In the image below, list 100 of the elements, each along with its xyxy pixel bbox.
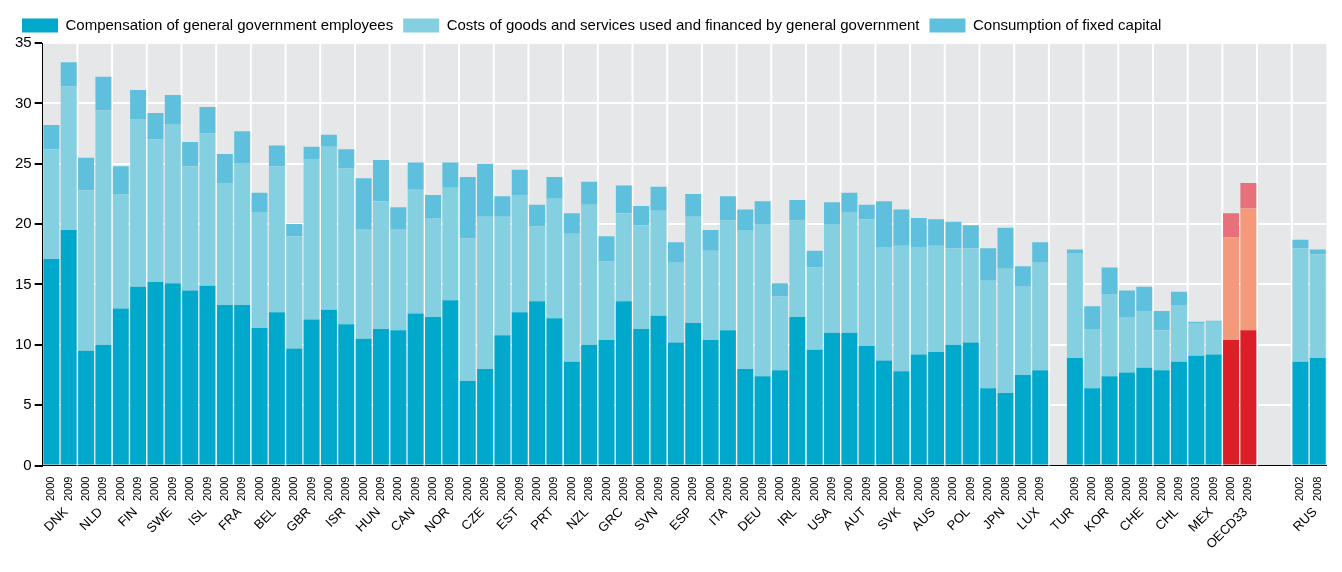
- bar: [199, 133, 216, 286]
- x-tick-label: 2009: [894, 476, 907, 502]
- text: BEL: [250, 504, 279, 533]
- x-tick-label: 2009: [374, 476, 386, 502]
- bar: [112, 166, 129, 194]
- bar: [164, 94, 181, 124]
- legend-label: Costs of goods and services used and financed by general government: [446, 15, 921, 33]
- x-tick-label: 2009: [96, 476, 109, 502]
- bar: [685, 193, 702, 217]
- text: CHL: [1151, 504, 1181, 534]
- bar: [1171, 291, 1187, 305]
- x-tick-label: 2000: [1154, 476, 1167, 502]
- x-tick-label: 2000: [946, 476, 959, 502]
- bar: [1205, 321, 1222, 355]
- bar: [529, 204, 546, 227]
- x-tick-label: 2000: [183, 476, 196, 502]
- x-tick-label: 2008: [998, 476, 1011, 502]
- y-tick-label: 15: [15, 274, 32, 292]
- x-tick-label: 2000: [217, 476, 230, 502]
- text: ISL: [185, 504, 210, 529]
- bar: [997, 227, 1014, 269]
- x-tick-label: 2000: [877, 476, 890, 502]
- bar: [598, 339, 615, 465]
- text: ESP: [666, 504, 696, 534]
- bar: [43, 259, 60, 465]
- y-tick-label: 0: [23, 455, 32, 473]
- bar: [442, 162, 459, 188]
- x-tick-label: 2009: [269, 476, 282, 502]
- x-tick-label: 2009: [478, 476, 491, 502]
- bar: [268, 145, 285, 167]
- x-tick-label: 2000: [981, 476, 994, 502]
- x-tick-label: 2000: [426, 476, 439, 502]
- bar: [251, 192, 268, 213]
- text: NLD: [76, 504, 106, 534]
- x-tick-label: 2000: [356, 476, 369, 502]
- bar: [199, 106, 216, 134]
- x-tick-label: 2009: [1137, 476, 1150, 502]
- bar: [1309, 358, 1326, 465]
- bar: [1066, 249, 1083, 254]
- x-tick-label: 2000: [599, 476, 612, 502]
- y-tick-label: 20: [15, 214, 32, 232]
- bar: [1292, 239, 1309, 249]
- x-tick-label: 2000: [252, 476, 265, 502]
- x-tick-label: 2000: [668, 476, 681, 502]
- x-tick-label: 2008: [1310, 476, 1323, 502]
- text: USA: [804, 503, 835, 534]
- bar: [1240, 183, 1257, 209]
- bar: [1205, 354, 1222, 465]
- x-tick-label: 2000: [495, 476, 508, 502]
- x-tick-label: 2009: [339, 476, 352, 502]
- bar: [1032, 242, 1049, 263]
- bar: [581, 181, 598, 205]
- bar: [546, 177, 563, 199]
- bar: [650, 186, 667, 211]
- text: IRL: [774, 504, 800, 529]
- x-tick-label: 2000: [703, 476, 716, 502]
- x-tick-label: 2000: [634, 476, 647, 502]
- bar: [338, 149, 355, 169]
- bar: [997, 393, 1014, 465]
- text: NZL: [563, 504, 592, 533]
- text: POL: [943, 504, 973, 534]
- bar: [320, 134, 337, 147]
- x-tick-label: 2008: [929, 476, 942, 502]
- bar: [407, 162, 424, 190]
- x-tick-label: 2000: [44, 476, 57, 502]
- bar: [511, 169, 528, 196]
- x-tick-label: 2000: [391, 476, 404, 502]
- x-tick-label: 2009: [790, 476, 803, 502]
- bar: [1292, 361, 1309, 465]
- y-tick-label: 35: [15, 33, 32, 51]
- bar: [702, 230, 719, 251]
- x-tick-label: 2000: [460, 476, 473, 502]
- x-tick-label: 2009: [825, 476, 838, 502]
- x-tick-label: 2009: [1172, 476, 1185, 502]
- bar: [598, 261, 615, 340]
- bar: [1084, 306, 1101, 330]
- x-tick-label: 2000: [148, 476, 161, 502]
- x-tick-label: 2000: [1119, 476, 1132, 502]
- x-tick-label: 2009: [235, 476, 248, 502]
- bar: [997, 268, 1014, 394]
- bar: [1309, 249, 1326, 255]
- bar: [1014, 266, 1031, 287]
- x-tick-label: 2000: [738, 476, 751, 502]
- bar: [286, 224, 303, 237]
- bar: [95, 76, 112, 111]
- bar: [78, 157, 95, 191]
- bar: [1153, 311, 1170, 331]
- x-tick-label: 2009: [61, 476, 74, 502]
- x-tick-label: 2009: [755, 476, 768, 502]
- text: CZE: [458, 503, 488, 534]
- y-tick-label: 5: [23, 395, 32, 413]
- bar: [1292, 248, 1309, 362]
- bar: [962, 225, 979, 249]
- bar: [425, 195, 441, 219]
- x-tick-label: 2008: [1102, 476, 1115, 502]
- x-tick-label: 2000: [911, 476, 924, 502]
- bar: [43, 149, 60, 260]
- bar: [43, 125, 60, 150]
- bar: [1309, 254, 1326, 359]
- bar: [806, 250, 823, 268]
